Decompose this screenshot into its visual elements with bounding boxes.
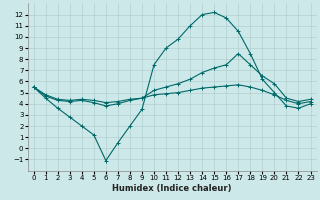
X-axis label: Humidex (Indice chaleur): Humidex (Indice chaleur): [112, 184, 232, 193]
